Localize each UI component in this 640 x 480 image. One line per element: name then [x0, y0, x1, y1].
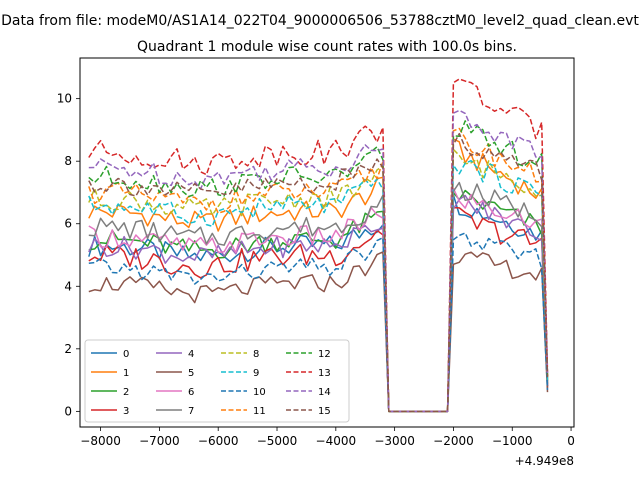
y-tick-label: 8: [64, 154, 72, 168]
legend-label: 15: [318, 406, 331, 417]
series-line-0: [88, 194, 549, 413]
x-tick-label: −4000: [316, 434, 357, 448]
y-axis: 0 2 4 6 8 10: [57, 92, 80, 418]
series-line-3: [88, 206, 549, 413]
legend-entry-13: 13: [286, 368, 331, 379]
y-tick-label: 6: [64, 217, 72, 231]
x-axis: −8000 −7000 −6000 −5000 −4000 −3000 −2000 −1000…: [80, 427, 575, 448]
legend-entry-11: 11: [221, 406, 266, 417]
plot-area: [88, 78, 549, 413]
legend-label: 6: [188, 387, 194, 398]
x-tick-label: −7000: [139, 434, 180, 448]
series-line-15: [88, 132, 549, 413]
legend-label: 9: [253, 368, 259, 379]
chart-title: Quadrant 1 module wise count rates with …: [137, 39, 517, 55]
series-line-10: [88, 232, 549, 413]
series-line-8: [88, 148, 549, 413]
figure-suptitle: Data from file: modeM0/AS1A14_022T04_900…: [1, 13, 639, 29]
series-line-5: [88, 251, 549, 413]
y-tick-label: 0: [64, 404, 72, 418]
legend-entry-3: 3: [91, 406, 129, 417]
legend-label: 12: [318, 349, 331, 360]
series-line-12: [88, 120, 549, 413]
x-tick-label: −1000: [492, 434, 533, 448]
x-tick-label: −8000: [80, 434, 121, 448]
legend-entry-2: 2: [91, 387, 129, 398]
legend-label: 0: [123, 349, 129, 360]
legend-entry-6: 6: [156, 387, 194, 398]
series-line-11: [88, 127, 549, 413]
legend-label: 5: [188, 368, 194, 379]
legend-entry-14: 14: [286, 387, 331, 398]
x-tick-label: −2000: [433, 434, 474, 448]
legend-label: 13: [318, 368, 331, 379]
legend-entry-5: 5: [156, 368, 194, 379]
legend-entry-1: 1: [91, 368, 129, 379]
series-line-4: [88, 194, 549, 413]
y-tick-label: 4: [64, 279, 72, 293]
y-tick-label: 10: [57, 92, 72, 106]
series-line-1: [88, 138, 549, 413]
x-tick-label: 0: [567, 434, 575, 448]
legend-entry-8: 8: [221, 349, 259, 360]
x-tick-label: −5000: [257, 434, 298, 448]
y-tick-label: 2: [64, 342, 72, 356]
x-axis-offset-label: +4.949e8: [515, 454, 574, 468]
legend-entry-0: 0: [91, 349, 129, 360]
legend-label: 2: [123, 387, 129, 398]
x-tick-label: −6000: [198, 434, 239, 448]
x-tick-label: −3000: [374, 434, 415, 448]
legend-entry-9: 9: [221, 368, 259, 379]
axes-frame: [79, 57, 575, 428]
legend-label: 7: [188, 406, 194, 417]
legend-label: 3: [123, 406, 129, 417]
legend-label: 1: [123, 368, 129, 379]
legend-entry-4: 4: [156, 349, 194, 360]
legend-box: [84, 339, 350, 423]
series-line-14: [88, 109, 549, 413]
legend-label: 4: [188, 349, 194, 360]
legend-label: 8: [253, 349, 259, 360]
legend-label: 11: [253, 406, 266, 417]
series-line-13: [88, 78, 549, 413]
legend-entry-15: 15: [286, 406, 331, 417]
legend-entry-7: 7: [156, 406, 194, 417]
legend-entry-10: 10: [221, 387, 266, 398]
legend-label: 14: [318, 387, 331, 398]
legend-label: 10: [253, 387, 266, 398]
legend-entry-12: 12: [286, 349, 331, 360]
series-line-7: [88, 181, 549, 413]
